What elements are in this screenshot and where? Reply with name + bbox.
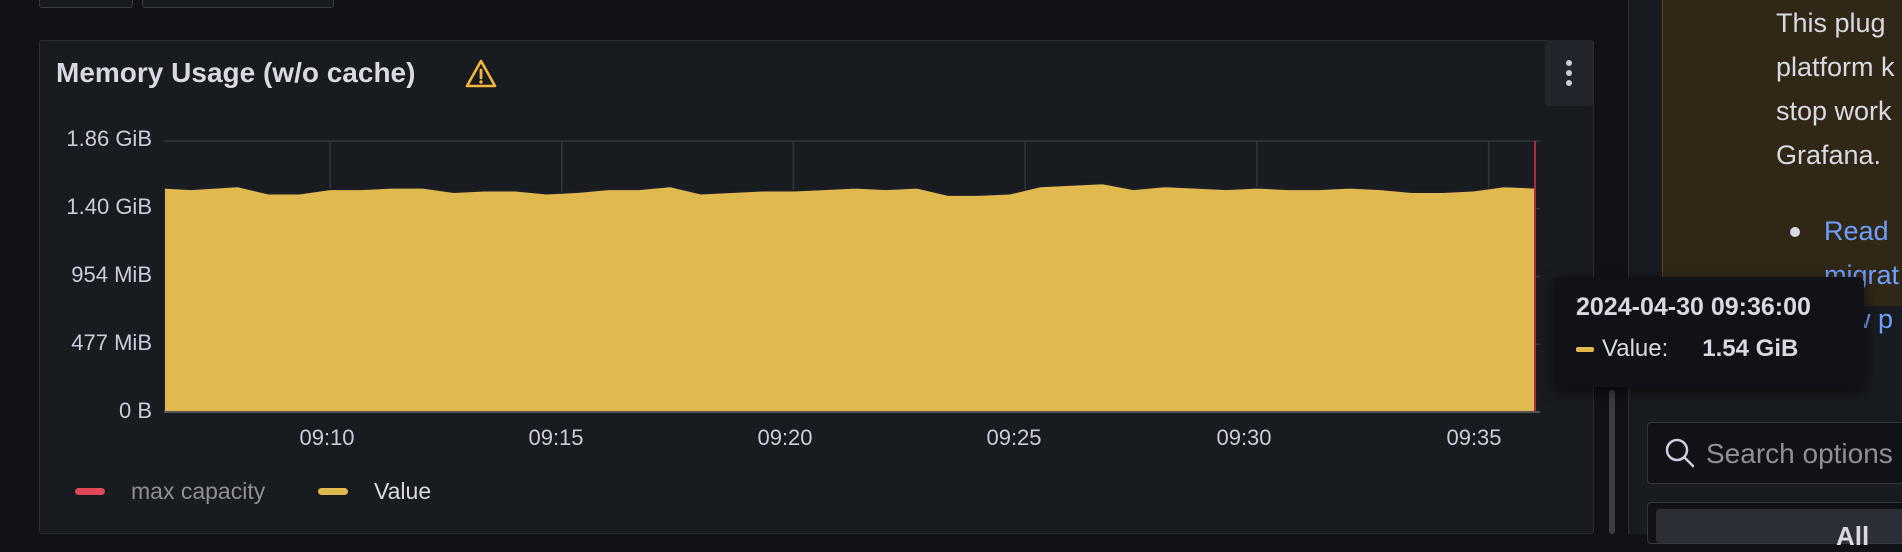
x-tick-label: 09:15 xyxy=(528,425,584,450)
panel-menu-button[interactable] xyxy=(1545,40,1593,106)
x-tick-label: 09:30 xyxy=(1216,425,1272,450)
tab-all-label: All xyxy=(1836,521,1870,551)
y-tick-label: 1.40 GiB xyxy=(66,194,152,219)
hover-tooltip: 2024-04-30 09:36:00 Value: 1.54 GiB xyxy=(1554,277,1864,387)
toolbar-button-left[interactable] xyxy=(39,0,133,8)
x-tick-label: 09:20 xyxy=(757,425,813,450)
x-tick-label: 09:25 xyxy=(986,425,1042,450)
tooltip-value: 1.54 GiB xyxy=(1702,335,1799,362)
kebab-menu-icon xyxy=(1566,60,1572,86)
list-bullet xyxy=(1790,227,1800,237)
notice-text: platform k xyxy=(1776,52,1895,82)
memory-area-chart[interactable] xyxy=(0,0,1902,534)
scrollbar-thumb[interactable] xyxy=(1609,390,1615,534)
toolbar-button-right[interactable] xyxy=(142,0,334,8)
search-input[interactable] xyxy=(1704,433,1902,475)
plugin-notice-box xyxy=(1662,0,1902,306)
warning-triangle-icon[interactable] xyxy=(465,58,497,90)
tab-all[interactable]: All xyxy=(1656,509,1902,551)
legend-label: max capacity xyxy=(131,478,266,504)
legend-item-max-capacity[interactable]: max capacity xyxy=(75,478,265,505)
legend-swatch-red xyxy=(75,488,105,495)
x-tick-label: 09:10 xyxy=(299,425,355,450)
tooltip-series-label: Value: xyxy=(1602,335,1669,362)
tooltip-row: Value: 1.54 GiB xyxy=(1576,335,1798,363)
panel-title: Memory Usage (w/o cache) xyxy=(56,57,416,88)
notice-text: This plug xyxy=(1776,8,1886,38)
notice-text: Grafana. xyxy=(1776,140,1882,170)
value-series-area xyxy=(163,182,1536,413)
options-tabs: All xyxy=(1647,502,1902,551)
legend-label: Value xyxy=(374,478,432,504)
search-icon xyxy=(1665,438,1695,468)
x-tick-label: 09:35 xyxy=(1446,425,1502,450)
search-options-box[interactable] xyxy=(1647,422,1902,484)
y-tick-label: 954 MiB xyxy=(71,262,152,287)
legend-item-value[interactable]: Value xyxy=(318,478,431,505)
notice-text: stop work xyxy=(1776,96,1892,126)
migration-link[interactable]: Read xyxy=(1824,216,1889,246)
legend-swatch-yellow xyxy=(318,488,348,495)
y-tick-label: 477 MiB xyxy=(71,330,152,355)
tooltip-swatch xyxy=(1576,346,1594,352)
tooltip-time: 2024-04-30 09:36:00 xyxy=(1576,293,1811,321)
y-tick-label: 1.86 GiB xyxy=(66,126,152,151)
y-tick-label: 0 B xyxy=(118,398,152,423)
